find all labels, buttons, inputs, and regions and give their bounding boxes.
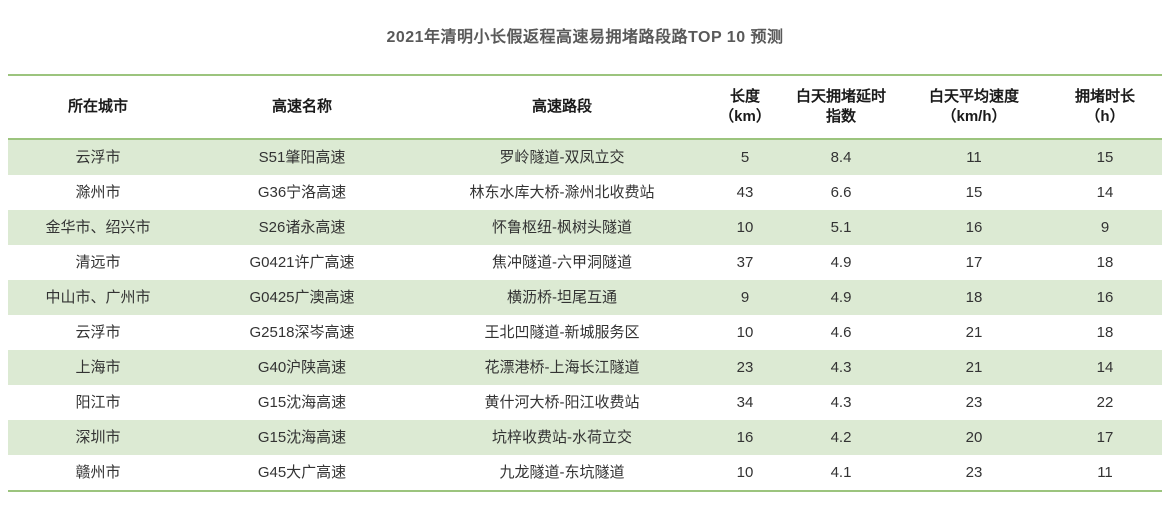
column-header: 白天拥堵延时 指数 (795, 88, 886, 125)
cell: 20 (900, 420, 1048, 455)
cell: 34 (708, 385, 782, 420)
table-row: 云浮市 G2518深岑高速 王北凹隧道-新城服务区 10 4.6 21 18 (8, 315, 1162, 350)
cell: 云浮市 (8, 139, 188, 175)
cell: G15沈海高速 (188, 385, 416, 420)
cell: 花漂港桥-上海长江隧道 (416, 350, 708, 385)
table-row: 滁州市 G36宁洛高速 林东水库大桥-滁州北收费站 43 6.6 15 14 (8, 175, 1162, 210)
cell: 王北凹隧道-新城服务区 (416, 315, 708, 350)
cell: 22 (1048, 385, 1162, 420)
table-row: 中山市、广州市 G0425广澳高速 横沥桥-坦尾互通 9 4.9 18 16 (8, 280, 1162, 315)
cell: 15 (900, 175, 1048, 210)
table-row: 云浮市 S51肇阳高速 罗岭隧道-双凤立交 5 8.4 11 15 (8, 139, 1162, 175)
cell: 9 (708, 280, 782, 315)
cell: 11 (900, 139, 1048, 175)
cell: 9 (1048, 210, 1162, 245)
cell: 4.1 (782, 455, 900, 491)
cell: 5.1 (782, 210, 900, 245)
cell: 九龙隧道-东坑隧道 (416, 455, 708, 491)
cell: 中山市、广州市 (8, 280, 188, 315)
cell: 4.6 (782, 315, 900, 350)
cell: 10 (708, 315, 782, 350)
cell: G40沪陕高速 (188, 350, 416, 385)
table-row: 清远市 G0421许广高速 焦冲隧道-六甲洞隧道 37 4.9 17 18 (8, 245, 1162, 280)
cell: 赣州市 (8, 455, 188, 491)
cell: 横沥桥-坦尾互通 (416, 280, 708, 315)
cell: 4.3 (782, 350, 900, 385)
table-body: 云浮市 S51肇阳高速 罗岭隧道-双凤立交 5 8.4 11 15 滁州市 G36宁洛高速 林东水… (8, 139, 1162, 491)
cell: 林东水库大桥-滁州北收费站 (416, 175, 708, 210)
cell: 37 (708, 245, 782, 280)
cell: 16 (900, 210, 1048, 245)
cell: 金华市、绍兴市 (8, 210, 188, 245)
table-row: 深圳市 G15沈海高速 坑梓收费站-水荷立交 16 4.2 20 17 (8, 420, 1162, 455)
table-row: 赣州市 G45大广高速 九龙隧道-东坑隧道 10 4.1 23 11 (8, 455, 1162, 491)
cell: 罗岭隧道-双凤立交 (416, 139, 708, 175)
cell: G36宁洛高速 (188, 175, 416, 210)
cell: 4.9 (782, 245, 900, 280)
cell: 滁州市 (8, 175, 188, 210)
cell: 16 (1048, 280, 1162, 315)
column-header: 白天平均速度 （km/h） (928, 88, 1019, 125)
cell: 17 (900, 245, 1048, 280)
cell: 18 (1048, 245, 1162, 280)
cell: 上海市 (8, 350, 188, 385)
column-header: 拥堵时长 （h） (1074, 88, 1135, 125)
cell: 14 (1048, 350, 1162, 385)
cell: 黄什河大桥-阳江收费站 (416, 385, 708, 420)
cell: S51肇阳高速 (188, 139, 416, 175)
header-row: 所在城市 高速名称 高速路段 长度 （km） 白天拥堵延时 指数 白天平均速度 （km/h… (8, 75, 1162, 139)
cell: 8.4 (782, 139, 900, 175)
cell: 深圳市 (8, 420, 188, 455)
cell: 17 (1048, 420, 1162, 455)
cell: 5 (708, 139, 782, 175)
cell: 阳江市 (8, 385, 188, 420)
cell: 11 (1048, 455, 1162, 491)
table-row: 阳江市 G15沈海高速 黄什河大桥-阳江收费站 34 4.3 23 22 (8, 385, 1162, 420)
cell: 6.6 (782, 175, 900, 210)
cell: 43 (708, 175, 782, 210)
cell: 10 (708, 455, 782, 491)
cell: 清远市 (8, 245, 188, 280)
column-header: 长度 （km） (719, 88, 771, 125)
cell: G2518深岑高速 (188, 315, 416, 350)
cell: 16 (708, 420, 782, 455)
cell: G0421许广高速 (188, 245, 416, 280)
table-row: 金华市、绍兴市 S26诸永高速 怀鲁枢纽-枫树头隧道 10 5.1 16 9 (8, 210, 1162, 245)
cell: 21 (900, 315, 1048, 350)
cell: 23 (708, 350, 782, 385)
cell: 怀鲁枢纽-枫树头隧道 (416, 210, 708, 245)
cell: 焦冲隧道-六甲洞隧道 (416, 245, 708, 280)
cell: 15 (1048, 139, 1162, 175)
cell: 4.2 (782, 420, 900, 455)
cell: S26诸永高速 (188, 210, 416, 245)
cell: 4.9 (782, 280, 900, 315)
cell: G0425广澳高速 (188, 280, 416, 315)
page-title: 2021年清明小长假返程高速易拥堵路段路TOP 10 预测 (386, 29, 784, 46)
column-header: 所在城市 (67, 98, 128, 115)
cell: 14 (1048, 175, 1162, 210)
cell: 23 (900, 455, 1048, 491)
cell: 4.3 (782, 385, 900, 420)
cell: G15沈海高速 (188, 420, 416, 455)
table-header: 所在城市 高速名称 高速路段 长度 （km） 白天拥堵延时 指数 白天平均速度 （km/h… (8, 75, 1162, 139)
cell: 18 (900, 280, 1048, 315)
cell: 10 (708, 210, 782, 245)
column-header: 高速名称 (271, 98, 332, 115)
cell: 云浮市 (8, 315, 188, 350)
cell: 23 (900, 385, 1048, 420)
cell: G45大广高速 (188, 455, 416, 491)
cell: 21 (900, 350, 1048, 385)
column-header: 高速路段 (531, 98, 592, 115)
cell: 坑梓收费站-水荷立交 (416, 420, 708, 455)
congestion-table: 所在城市 高速名称 高速路段 长度 （km） 白天拥堵延时 指数 白天平均速度 （km/h… (8, 74, 1162, 492)
cell: 18 (1048, 315, 1162, 350)
table-row: 上海市 G40沪陕高速 花漂港桥-上海长江隧道 23 4.3 21 14 (8, 350, 1162, 385)
